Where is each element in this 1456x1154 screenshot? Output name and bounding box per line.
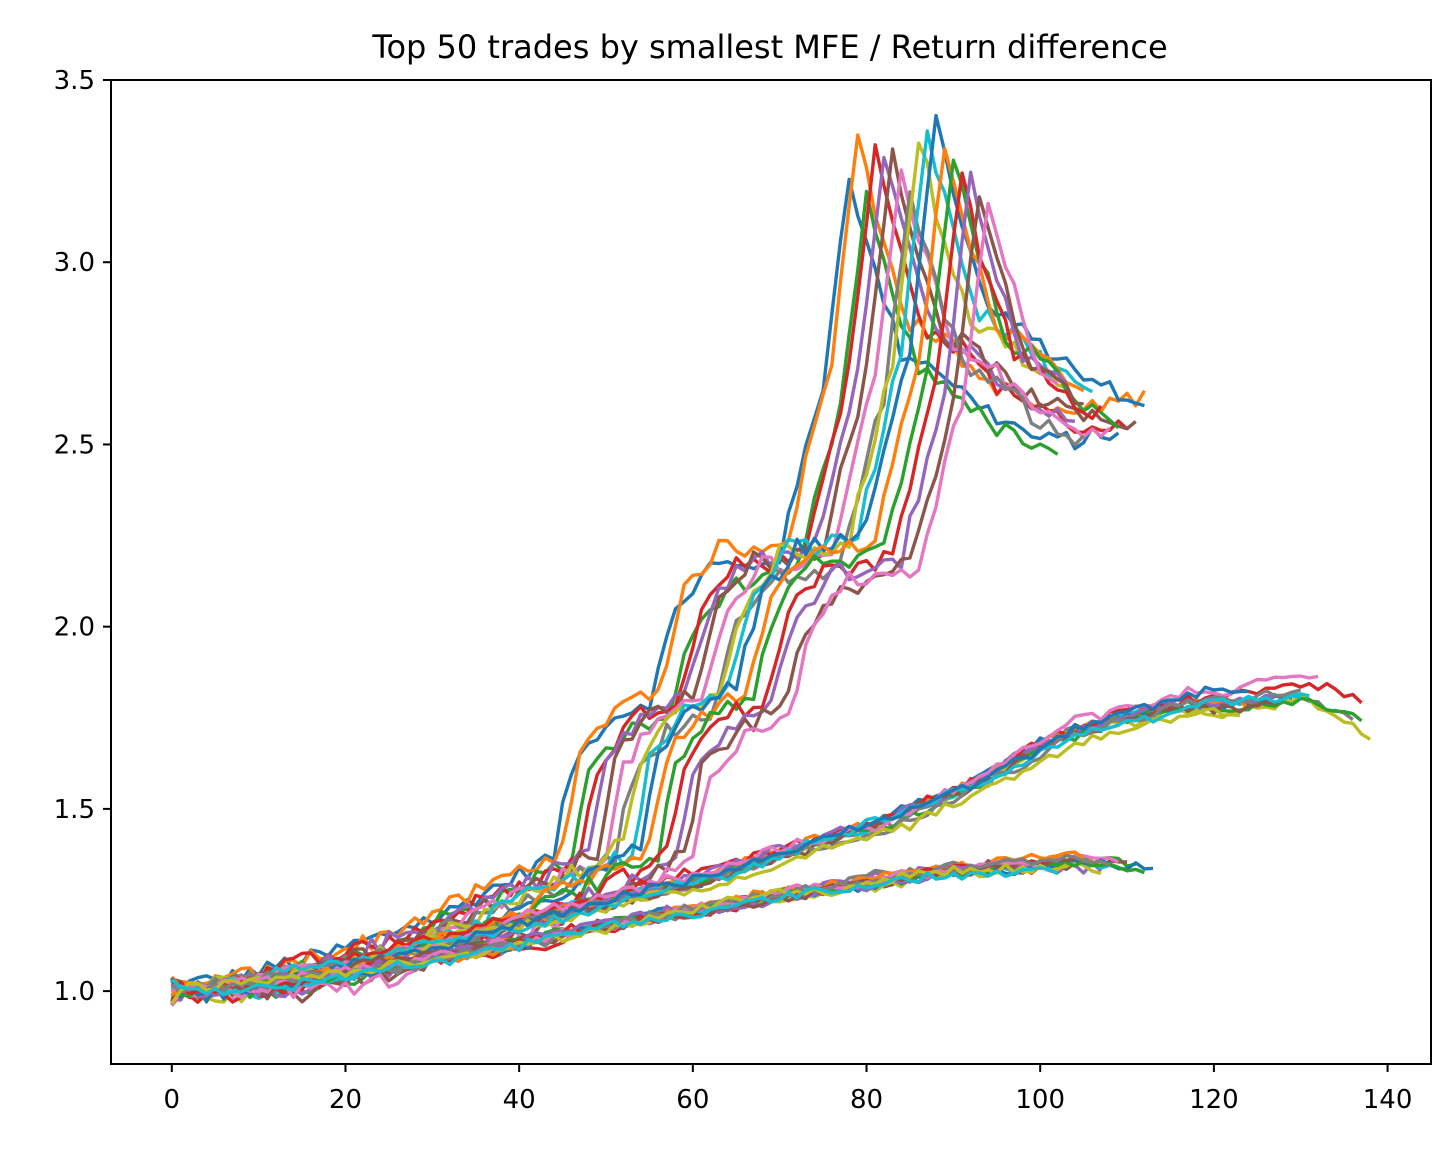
series-layer [170,113,1372,1007]
y-tick-label: 1.0 [54,977,95,1007]
y-tick-label: 3.0 [54,248,95,278]
plot-frame [110,79,1432,1065]
y-tick-label: 1.5 [54,795,95,825]
x-tick-label: 20 [329,1085,362,1115]
x-tick-label: 60 [676,1085,709,1115]
series-line [171,685,1249,998]
x-axis-ticks: 0 20 40 60 80 100 120 140 [164,1064,1413,1115]
y-tick-label: 2.0 [54,613,95,643]
x-tick-label: 140 [1363,1085,1413,1115]
x-tick-label: 80 [850,1085,883,1115]
series-line [170,866,1059,997]
y-tick-label: 3.5 [54,66,95,96]
x-tick-label: 120 [1189,1085,1239,1115]
chart-title: Top 50 trades by smallest MFE / Return d… [371,28,1167,66]
series-line [170,133,1146,994]
x-tick-label: 0 [164,1085,181,1115]
x-tick-label: 100 [1015,1085,1065,1115]
y-tick-label: 2.5 [54,430,95,460]
series-line [170,681,1363,1007]
x-tick-label: 40 [503,1085,536,1115]
y-axis-ticks: 1.0 1.5 2.0 2.5 3.0 3.5 [54,66,111,1007]
